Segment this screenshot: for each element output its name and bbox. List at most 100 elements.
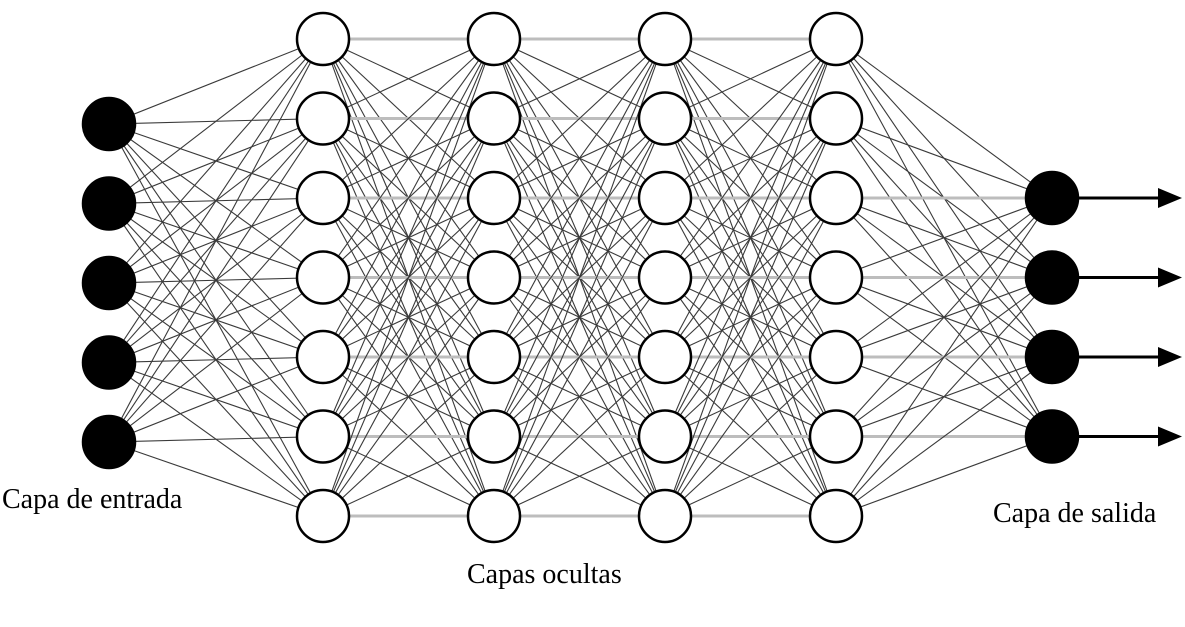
connection-l3-2-0 — [664, 38, 837, 199]
hidden-neuron-1-4 — [295, 329, 351, 385]
hidden-neuron-3-5 — [637, 409, 693, 464]
connection-l0-4-6 — [108, 441, 324, 517]
output-arrow-head-1 — [1158, 267, 1182, 288]
connection-l2-6-4 — [493, 356, 666, 517]
connection-l4-6-3 — [835, 435, 1053, 517]
hidden-neuron-1-5 — [295, 409, 351, 464]
connection-l3-6-3 — [664, 277, 837, 517]
hidden-neuron-1-6 — [295, 488, 351, 544]
connection-l0-0-0 — [108, 38, 324, 125]
connection-l2-5-0 — [493, 38, 666, 437]
output-neuron-5-2 — [1024, 329, 1080, 385]
connection-l4-3-0 — [835, 197, 1053, 279]
hidden-neuron-1-0 — [295, 11, 351, 67]
connection-l1-6-5 — [322, 436, 495, 517]
hidden-neuron-4-4 — [808, 329, 864, 385]
connection-l3-6-4 — [664, 356, 837, 517]
connection-l4-6-1 — [835, 277, 1053, 517]
hidden-neuron-4-3 — [808, 250, 864, 305]
input-neuron-0-2 — [81, 255, 137, 311]
connection-l3-5-0 — [664, 38, 837, 437]
connection-l0-1-0 — [108, 38, 324, 204]
output-arrows — [1078, 188, 1182, 447]
connection-l4-5-0 — [835, 197, 1053, 437]
input-neuron-0-0 — [81, 96, 137, 152]
hidden-neuron-1-1 — [295, 91, 351, 146]
output-layer-label: Capa de salida — [993, 498, 1157, 529]
hidden-neuron-2-0 — [466, 11, 522, 67]
connection-l3-6-0 — [664, 38, 837, 517]
connection-l1-6-4 — [322, 356, 495, 517]
connection-l2-2-0 — [493, 38, 666, 199]
hidden-neuron-4-0 — [808, 11, 864, 67]
hidden-neuron-2-4 — [466, 329, 522, 385]
output-arrow-head-0 — [1158, 188, 1182, 208]
hidden-neuron-3-4 — [637, 329, 693, 385]
connection-l0-4-3 — [108, 277, 324, 443]
connection-l4-6-2 — [835, 356, 1053, 517]
connection-l3-3-0 — [664, 38, 837, 278]
input-neuron-0-3 — [81, 335, 137, 390]
connection-l3-6-1 — [664, 118, 837, 517]
connection-l1-4-0 — [322, 38, 495, 358]
connection-l3-6-2 — [664, 197, 837, 517]
hidden-neuron-2-5 — [466, 409, 522, 464]
neurons — [81, 11, 1080, 544]
hidden-neuron-2-1 — [466, 91, 522, 146]
connection-l3-1-0 — [664, 38, 837, 119]
connection-l4-6-0 — [835, 197, 1053, 517]
hidden-neuron-3-3 — [637, 250, 693, 305]
connection-l2-6-2 — [493, 197, 666, 517]
connection-l0-4-1 — [108, 118, 324, 443]
connection-l0-2-0 — [108, 38, 324, 284]
connection-l1-3-0 — [322, 38, 495, 278]
hidden-neuron-3-2 — [637, 170, 693, 226]
connection-l1-6-1 — [322, 118, 495, 517]
hidden-neuron-2-2 — [466, 170, 522, 226]
connection-l1-2-0 — [322, 38, 495, 199]
input-neuron-0-4 — [81, 414, 137, 470]
connection-l0-4-2 — [108, 197, 324, 443]
connection-l4-0-0 — [835, 38, 1053, 199]
connection-l2-6-5 — [493, 436, 666, 517]
connection-l3-6-5 — [664, 436, 837, 517]
connection-l2-6-0 — [493, 38, 666, 517]
hidden-neuron-1-2 — [295, 170, 351, 226]
hidden-neuron-1-3 — [295, 250, 351, 305]
connection-l1-5-0 — [322, 38, 495, 437]
input-neuron-0-1 — [81, 176, 137, 231]
connection-l2-4-0 — [493, 38, 666, 358]
connection-l1-6-0 — [322, 38, 495, 517]
output-neuron-5-3 — [1024, 409, 1080, 464]
connection-l2-6-3 — [493, 277, 666, 517]
hidden-neuron-4-2 — [808, 170, 864, 226]
output-neuron-5-0 — [1024, 170, 1080, 226]
connection-l1-6-3 — [322, 277, 495, 517]
connection-l4-4-0 — [835, 197, 1053, 358]
hidden-neuron-2-3 — [466, 250, 522, 305]
connections — [108, 37, 1053, 518]
hidden-layers-label: Capas ocultas — [467, 559, 622, 590]
hidden-neuron-4-5 — [808, 409, 864, 464]
hidden-neuron-2-6 — [466, 488, 522, 544]
output-arrow-head-3 — [1158, 426, 1182, 447]
hidden-neuron-3-1 — [637, 91, 693, 146]
connection-l3-4-0 — [664, 38, 837, 358]
hidden-neuron-3-0 — [637, 11, 693, 67]
connection-l4-1-0 — [835, 117, 1053, 199]
connection-l1-1-0 — [322, 38, 495, 119]
connection-l0-3-0 — [108, 38, 324, 363]
connection-l0-4-4 — [108, 356, 324, 443]
connection-l0-4-0 — [108, 38, 324, 443]
hidden-neuron-4-1 — [808, 91, 864, 146]
output-arrow-head-2 — [1158, 347, 1182, 367]
hidden-neuron-3-6 — [637, 488, 693, 544]
connection-l1-6-2 — [322, 197, 495, 517]
connection-l2-6-1 — [493, 118, 666, 517]
hidden-neuron-4-6 — [808, 488, 864, 544]
connection-l2-1-0 — [493, 38, 666, 119]
connection-l0-4-5 — [108, 435, 324, 443]
input-layer-label: Capa de entrada — [2, 484, 183, 515]
